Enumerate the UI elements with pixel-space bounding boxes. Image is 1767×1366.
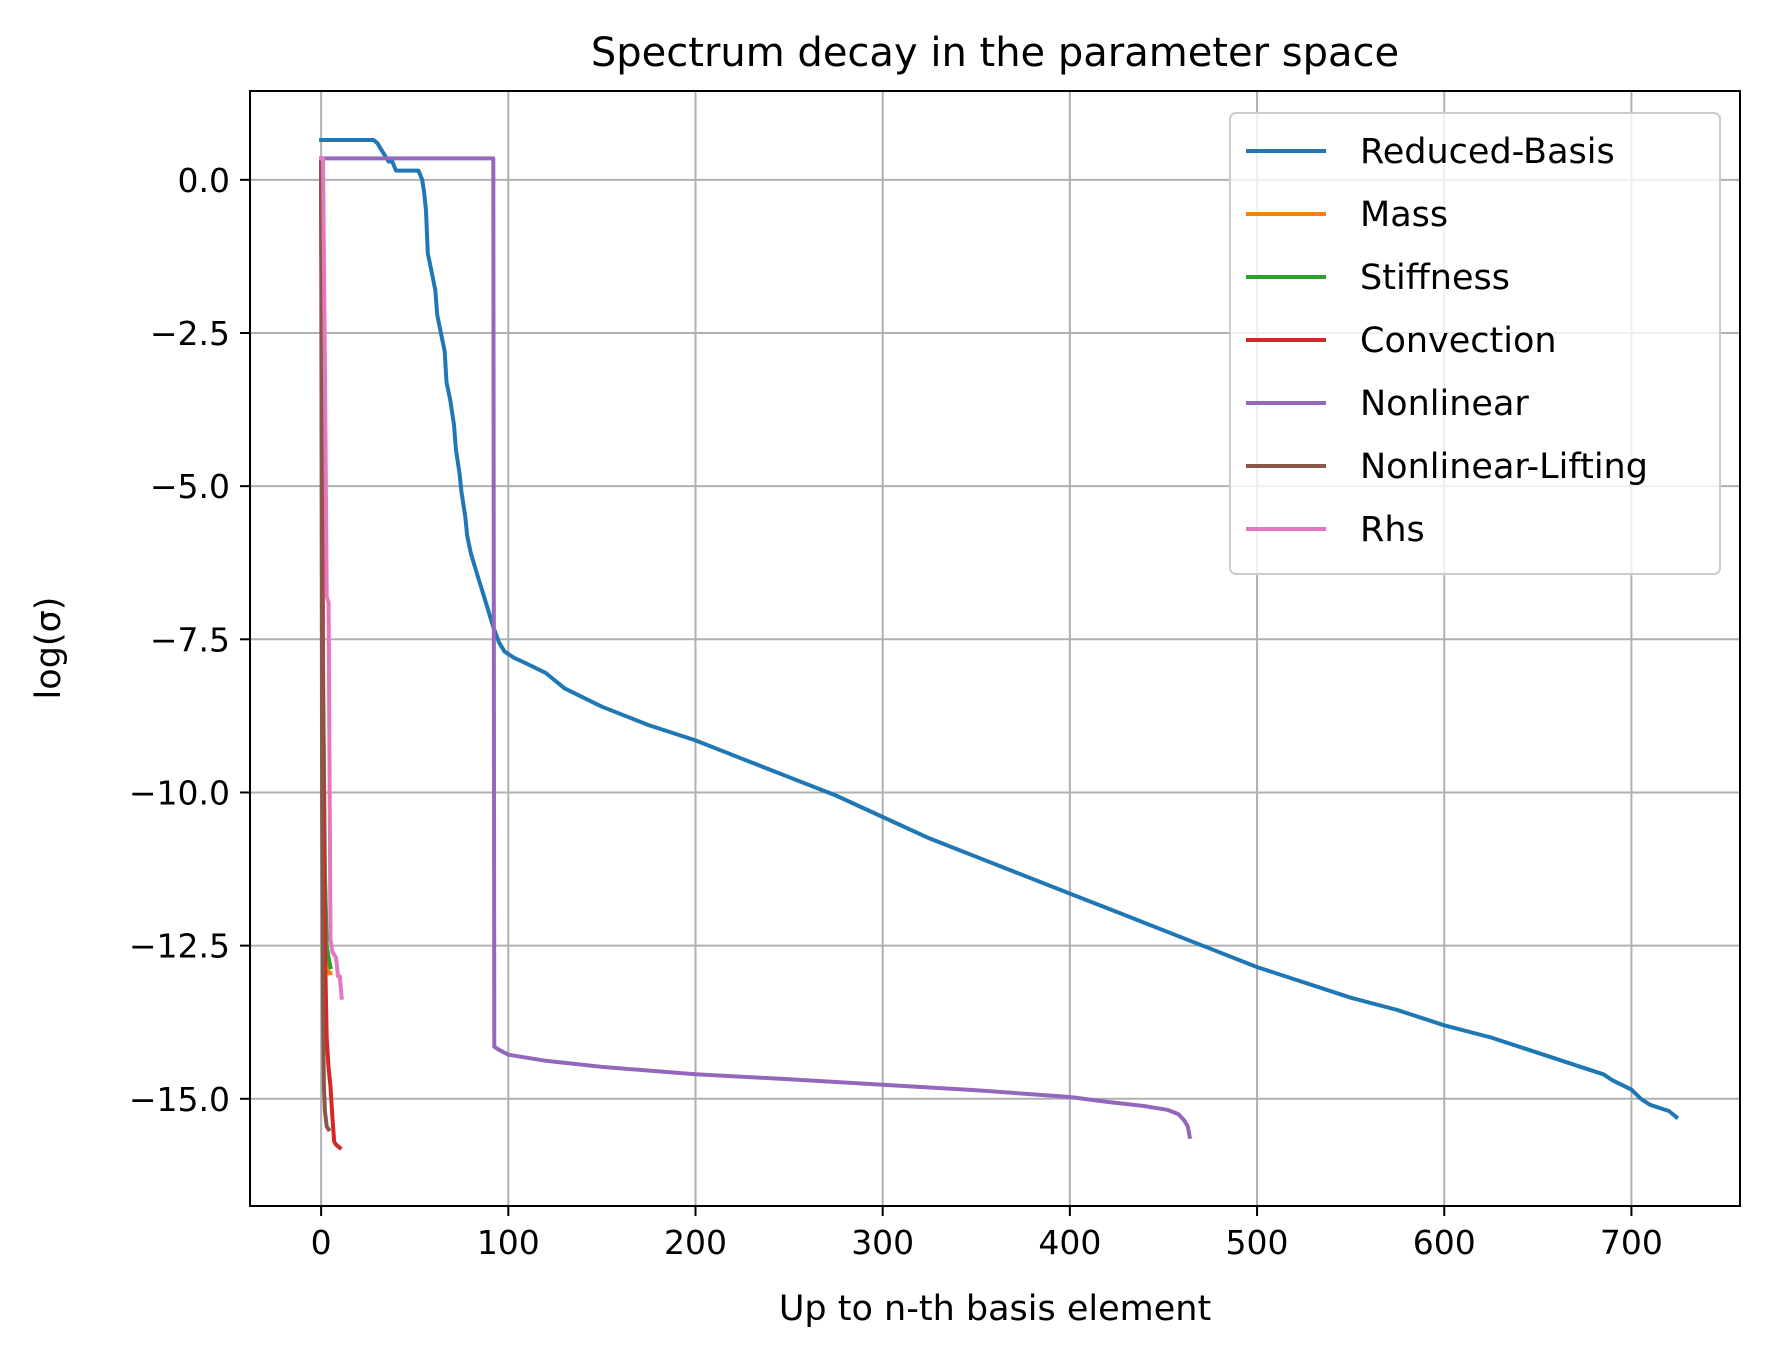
x-axis-label: Up to n-th basis element (779, 1289, 1211, 1329)
y-tick-label: −10.0 (129, 773, 230, 812)
y-tick-label: −2.5 (150, 314, 230, 353)
x-tick-label: 400 (1038, 1223, 1101, 1262)
series-line-nonlinear (319, 156, 1193, 1140)
chart-title: Spectrum decay in the parameter space (591, 30, 1399, 76)
x-tick-label: 200 (664, 1223, 727, 1262)
axes-frame (249, 90, 1741, 1207)
series-line-reduced-basis (319, 138, 1680, 1121)
x-tick-label: 100 (477, 1223, 540, 1262)
series-line-nonlinear-lifting (319, 159, 332, 1133)
y-tick-label: 0.0 (178, 161, 230, 200)
legend-label: Nonlinear (1360, 384, 1529, 424)
x-axis-ticks: 0 100 200 300 400 500 600 700 (311, 1206, 1663, 1262)
legend-label: Reduced-Basis (1360, 132, 1615, 172)
series-line-rhs (319, 156, 344, 1000)
y-axis-ticks: 0.0 −2.5 −5.0 −7.5 −10.0 −12.5 −15.0 (129, 161, 250, 1119)
legend-label: Stiffness (1360, 258, 1510, 298)
plot-area-border (249, 90, 1741, 1207)
x-tick-label: 0 (311, 1223, 332, 1262)
legend: Reduced-Basis Mass Stiffness Convection Nonl… (1229, 112, 1721, 575)
x-tick-label: 500 (1226, 1223, 1289, 1262)
y-tick-label: −15.0 (129, 1080, 230, 1119)
legend-box (1229, 112, 1721, 575)
y-tick-label: −12.5 (129, 927, 230, 966)
y-tick-label: −5.0 (150, 467, 230, 506)
legend-label: Rhs (1360, 510, 1425, 550)
y-axis-label: log(σ) (29, 597, 69, 700)
y-tick-label: −7.5 (150, 620, 230, 659)
x-tick-label: 700 (1600, 1223, 1663, 1262)
series-lines (319, 138, 1680, 1151)
legend-label: Convection (1360, 321, 1557, 361)
legend-label: Mass (1360, 195, 1448, 235)
x-tick-label: 600 (1413, 1223, 1476, 1262)
x-tick-label: 300 (851, 1223, 914, 1262)
legend-label: Nonlinear-Lifting (1360, 447, 1648, 487)
